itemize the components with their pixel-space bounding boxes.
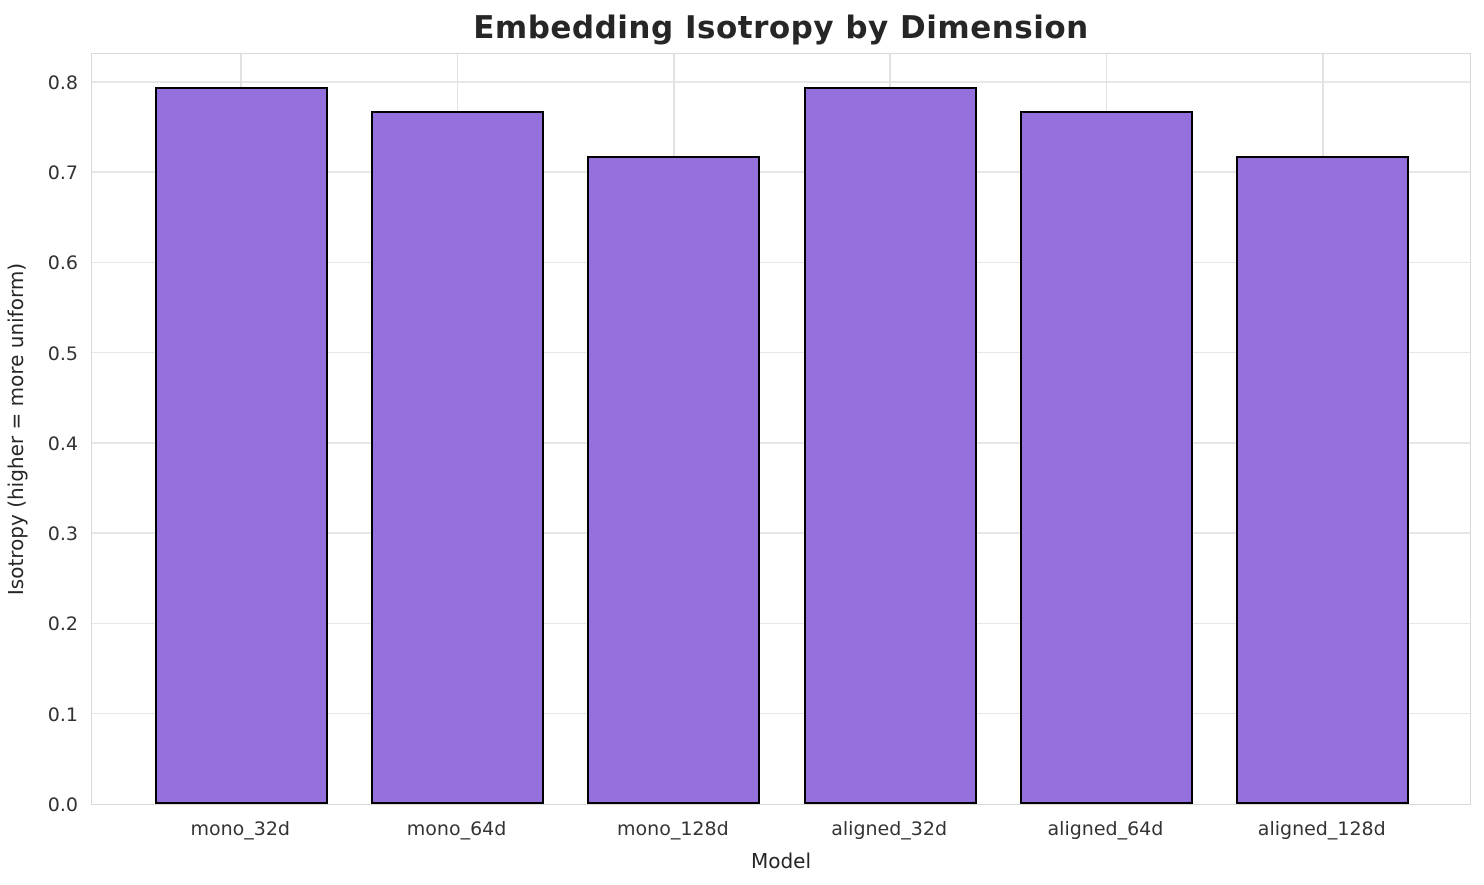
x-tick-label-aligned_64d: aligned_64d <box>1047 818 1164 840</box>
y-tick-label: 0.1 <box>47 703 78 726</box>
gridline-horizontal <box>92 351 1470 354</box>
y-tick-label: 0.6 <box>47 252 78 275</box>
bar-aligned_32d <box>803 87 977 804</box>
x-tick-label-aligned_32d: aligned_32d <box>831 818 948 840</box>
gridline-horizontal <box>92 81 1470 83</box>
gridline-horizontal <box>92 532 1470 534</box>
gridline-horizontal <box>92 171 1470 173</box>
gridline-horizontal <box>92 622 1470 625</box>
y-tick-label: 0.8 <box>47 71 78 94</box>
gridline-horizontal <box>92 261 1470 264</box>
x-tick-label-mono_128d: mono_128d <box>617 818 729 840</box>
y-tick-label: 0.0 <box>47 794 78 816</box>
y-axis-label: Isotropy (higher = more uniform) <box>4 262 28 596</box>
y-tick-label: 0.2 <box>47 613 78 636</box>
y-tick-label: 0.4 <box>47 432 78 455</box>
plot-area <box>91 53 1471 805</box>
y-tick-label: 0.7 <box>47 162 78 185</box>
x-axis-label: Model <box>750 849 812 873</box>
x-tick-label-aligned_128d: aligned_128d <box>1257 818 1386 840</box>
bar-mono_64d <box>371 110 545 804</box>
x-tick-label-mono_64d: mono_64d <box>406 818 507 840</box>
bar-mono_32d <box>154 87 328 804</box>
y-tick-label: 0.5 <box>47 342 78 365</box>
bar-mono_128d <box>587 155 761 804</box>
bar-aligned_128d <box>1236 155 1410 804</box>
bar-aligned_64d <box>1019 110 1193 804</box>
gridline-horizontal <box>92 442 1470 444</box>
gridline-horizontal <box>92 712 1470 715</box>
x-tick-label-mono_32d: mono_32d <box>190 818 291 840</box>
chart-title: Embedding Isotropy by Dimension <box>473 10 1089 46</box>
y-tick-label: 0.3 <box>47 523 78 546</box>
